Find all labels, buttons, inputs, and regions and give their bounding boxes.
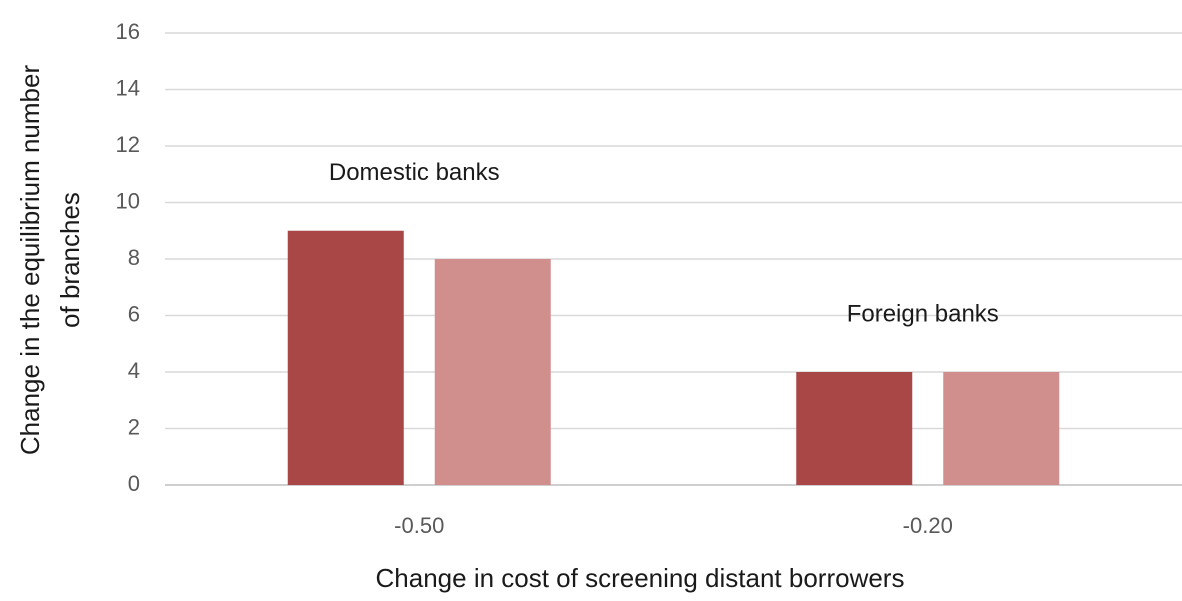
bar [287, 230, 404, 485]
y-tick-label: 12 [116, 132, 140, 157]
y-tick-label: 6 [128, 301, 140, 326]
annotation: Domestic banks [329, 159, 500, 186]
y-tick-label: 16 [116, 19, 140, 44]
y-tick-label: 10 [116, 188, 140, 213]
y-axis-title: Change in the equilibrium number of bran… [15, 65, 85, 456]
y-axis-title-line: of branches [55, 192, 85, 328]
x-tick-label: -0.20 [903, 513, 953, 538]
x-axis-title: Change in cost of screening distant borr… [376, 563, 905, 593]
y-tick-label: 14 [116, 75, 140, 100]
annotation: Foreign banks [847, 300, 999, 327]
y-tick-label: 8 [128, 245, 140, 270]
bar [434, 259, 551, 485]
y-tick-label: 0 [128, 471, 140, 496]
y-tick-label: 4 [128, 358, 140, 383]
x-tick-label: -0.50 [394, 513, 444, 538]
bar [796, 372, 913, 485]
y-axis-title-line: Change in the equilibrium number [15, 65, 45, 456]
bar [943, 372, 1060, 485]
y-tick-label: 2 [128, 414, 140, 439]
